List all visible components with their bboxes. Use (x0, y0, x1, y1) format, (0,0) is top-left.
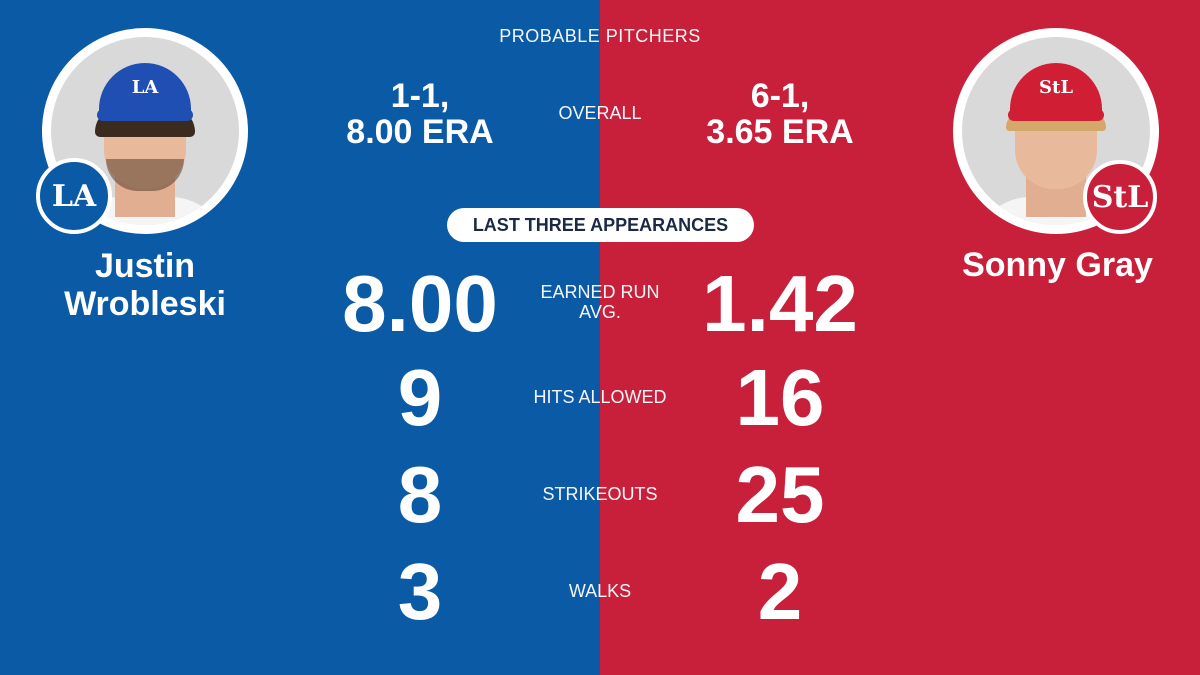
stat-hits-left: 9 (397, 353, 443, 442)
stat-walks-right: 2 (757, 547, 803, 636)
cap-logo-icon: StL (1039, 77, 1073, 98)
stat-era-left: 8.00 (342, 259, 498, 348)
stat-label-era: EARNED RUN AVG. (540, 282, 660, 322)
stat-walks-left: 3 (397, 547, 443, 636)
stat-hits-right: 16 (735, 353, 825, 442)
dodgers-logo-icon: LA (36, 158, 112, 234)
page-title: PROBABLE PITCHERS (499, 26, 701, 46)
stat-era-right: 1.42 (702, 259, 858, 348)
stat-label-walks: WALKS (568, 581, 632, 601)
stat-strikeouts-right: 25 (735, 450, 825, 539)
stat-strikeouts-left: 8 (397, 450, 443, 539)
cap-logo-icon: LA (131, 77, 159, 98)
overall-record-right: 6-1, 3.65 ERA (706, 77, 854, 151)
last-three-appearances-pill: LAST THREE APPEARANCES (447, 208, 754, 242)
stat-label-hits: HITS ALLOWED (533, 387, 667, 407)
overall-record-left: 1-1, 8.00 ERA (346, 77, 494, 151)
overall-label: OVERALL (558, 103, 642, 123)
cardinals-logo-icon: StL (1083, 160, 1157, 234)
player-name-left: Justin Wrobleski (64, 247, 226, 323)
stat-label-strikeouts: STRIKEOUTS (542, 484, 658, 504)
player-name-right: Sonny Gray (962, 246, 1153, 284)
